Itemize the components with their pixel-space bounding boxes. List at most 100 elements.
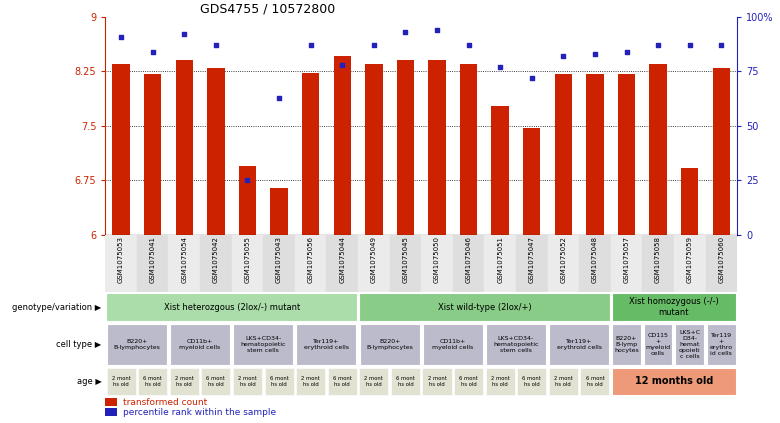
Bar: [112, 64, 129, 235]
Text: CD115
+
myeloid
cells: CD115 + myeloid cells: [646, 333, 671, 356]
Text: 6 mont
hs old: 6 mont hs old: [459, 376, 478, 387]
Bar: [359, 293, 610, 321]
Bar: [107, 368, 136, 395]
Bar: [105, 408, 117, 416]
Text: B220+
B-lymphocytes: B220+ B-lymphocytes: [366, 339, 413, 350]
Text: B220+
B-lymphocytes: B220+ B-lymphocytes: [113, 339, 161, 350]
Text: GSM1075044: GSM1075044: [339, 236, 346, 283]
Text: 2 mont
hs old: 2 mont hs old: [364, 376, 383, 387]
Bar: [365, 64, 382, 235]
Point: [683, 42, 696, 49]
Text: GSM1075055: GSM1075055: [244, 236, 250, 283]
Text: 2 mont
hs old: 2 mont hs old: [554, 376, 573, 387]
Text: Xist homozygous (-/-)
mutant: Xist homozygous (-/-) mutant: [629, 297, 719, 317]
Bar: [681, 168, 698, 235]
Bar: [105, 398, 117, 406]
Text: 12 months old: 12 months old: [635, 376, 713, 386]
Bar: [144, 74, 161, 235]
Point: [494, 63, 506, 70]
Text: LKS+C
D34-
hemat
opoieti
c cells: LKS+C D34- hemat opoieti c cells: [679, 330, 700, 359]
Point: [241, 177, 254, 184]
Text: 2 mont
hs old: 2 mont hs old: [238, 376, 257, 387]
Bar: [650, 64, 667, 235]
Bar: [239, 166, 256, 235]
Bar: [452, 235, 484, 292]
Bar: [170, 368, 199, 395]
Bar: [486, 368, 515, 395]
Bar: [517, 368, 546, 395]
Point: [620, 48, 633, 55]
Bar: [423, 368, 452, 395]
Bar: [580, 368, 609, 395]
Text: GDS4755 / 10572800: GDS4755 / 10572800: [200, 3, 335, 16]
Text: cell type ▶: cell type ▶: [56, 340, 101, 349]
Text: GSM1075054: GSM1075054: [181, 236, 187, 283]
Bar: [232, 235, 264, 292]
Text: GSM1075052: GSM1075052: [560, 236, 566, 283]
Bar: [138, 368, 167, 395]
Text: 6 mont
hs old: 6 mont hs old: [523, 376, 541, 387]
Point: [557, 53, 569, 60]
Text: GSM1075058: GSM1075058: [655, 236, 661, 283]
Bar: [168, 235, 200, 292]
Bar: [326, 235, 358, 292]
Point: [431, 27, 443, 33]
Bar: [360, 324, 420, 365]
Bar: [264, 368, 293, 395]
Bar: [644, 324, 672, 365]
Point: [399, 29, 412, 36]
Text: 2 mont
hs old: 2 mont hs old: [301, 376, 320, 387]
Bar: [390, 235, 421, 292]
Point: [273, 94, 285, 101]
Bar: [618, 74, 635, 235]
Bar: [460, 64, 477, 235]
Bar: [201, 368, 230, 395]
Text: percentile rank within the sample: percentile rank within the sample: [123, 408, 276, 417]
Text: 2 mont
hs old: 2 mont hs old: [112, 376, 130, 387]
Text: GSM1075057: GSM1075057: [623, 236, 629, 283]
Bar: [105, 235, 137, 292]
Bar: [705, 235, 737, 292]
Text: GSM1075047: GSM1075047: [529, 236, 535, 283]
Point: [210, 42, 222, 49]
Bar: [549, 324, 609, 365]
Point: [178, 31, 190, 38]
Bar: [358, 235, 390, 292]
Text: CD11b+
myeloid cells: CD11b+ myeloid cells: [432, 339, 473, 350]
Text: GSM1075050: GSM1075050: [434, 236, 440, 283]
Text: Ter119+
erythroid cells: Ter119+ erythroid cells: [557, 339, 601, 350]
Point: [304, 42, 317, 49]
Bar: [674, 235, 706, 292]
Bar: [360, 368, 388, 395]
Bar: [296, 324, 356, 365]
Text: GSM1075045: GSM1075045: [402, 236, 409, 283]
Bar: [334, 56, 351, 235]
Bar: [233, 368, 262, 395]
Bar: [486, 324, 546, 365]
Bar: [555, 74, 572, 235]
Text: GSM1075053: GSM1075053: [118, 236, 124, 283]
Bar: [423, 324, 483, 365]
Text: GSM1075049: GSM1075049: [370, 236, 377, 283]
Text: 6 mont
hs old: 6 mont hs old: [270, 376, 289, 387]
Bar: [296, 368, 325, 395]
Bar: [106, 293, 357, 321]
Bar: [612, 368, 736, 395]
Bar: [170, 324, 230, 365]
Bar: [643, 235, 674, 292]
Bar: [523, 128, 541, 235]
Bar: [516, 235, 548, 292]
Bar: [302, 73, 319, 235]
Text: 2 mont
hs old: 2 mont hs old: [491, 376, 509, 387]
Point: [336, 61, 349, 68]
Text: transformed count: transformed count: [123, 398, 207, 407]
Text: GSM1075056: GSM1075056: [307, 236, 314, 283]
Point: [715, 42, 728, 49]
Text: GSM1075046: GSM1075046: [466, 236, 472, 283]
Bar: [137, 235, 168, 292]
Bar: [549, 368, 578, 395]
Text: LKS+CD34-
hematopoietic
stem cells: LKS+CD34- hematopoietic stem cells: [240, 336, 286, 353]
Point: [367, 42, 380, 49]
Text: LKS+CD34-
hematopoietic
stem cells: LKS+CD34- hematopoietic stem cells: [493, 336, 539, 353]
Point: [589, 51, 601, 58]
